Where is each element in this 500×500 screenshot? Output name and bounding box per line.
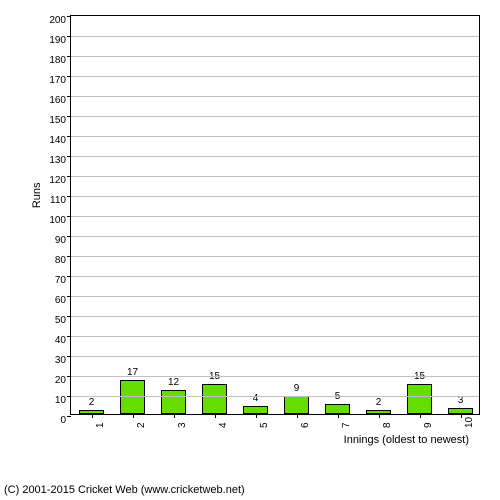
ytick-mark xyxy=(67,236,71,237)
gridline xyxy=(71,176,479,177)
copyright-text: (C) 2001-2015 Cricket Web (www.cricketwe… xyxy=(4,484,245,496)
xtick-label: 3 xyxy=(177,422,188,428)
gridline xyxy=(71,376,479,377)
gridline xyxy=(71,396,479,397)
xtick-label: 7 xyxy=(341,422,352,428)
ytick-label: 140 xyxy=(36,136,66,146)
ytick-mark xyxy=(67,256,71,257)
ytick-mark xyxy=(67,336,71,337)
gridline xyxy=(71,116,479,117)
xtick-mark xyxy=(215,414,216,418)
gridline xyxy=(71,56,479,57)
ytick-mark xyxy=(67,76,71,77)
xtick-mark xyxy=(297,414,298,418)
gridline xyxy=(71,256,479,257)
bar xyxy=(284,396,309,414)
ytick-mark xyxy=(67,276,71,277)
ytick-mark xyxy=(67,16,71,17)
gridline xyxy=(71,196,479,197)
xtick-mark xyxy=(92,414,93,418)
ytick-label: 70 xyxy=(36,276,66,286)
ytick-mark xyxy=(67,296,71,297)
ytick-label: 130 xyxy=(36,156,66,166)
ytick-label: 160 xyxy=(36,96,66,106)
ytick-label: 200 xyxy=(36,16,66,26)
xtick-mark xyxy=(420,414,421,418)
ytick-mark xyxy=(67,156,71,157)
ytick-label: 30 xyxy=(36,356,66,366)
ytick-mark xyxy=(67,176,71,177)
gridline xyxy=(71,336,479,337)
ytick-label: 10 xyxy=(36,396,66,406)
ytick-mark xyxy=(67,36,71,37)
xtick-label: 5 xyxy=(259,422,270,428)
ytick-label: 40 xyxy=(36,336,66,346)
bar-value-label: 9 xyxy=(282,383,312,394)
ytick-label: 120 xyxy=(36,176,66,186)
ytick-mark xyxy=(67,136,71,137)
ytick-mark xyxy=(67,396,71,397)
gridline xyxy=(71,36,479,37)
xtick-mark xyxy=(256,414,257,418)
ytick-mark xyxy=(67,416,71,417)
ytick-label: 60 xyxy=(36,296,66,306)
gridline xyxy=(71,156,479,157)
gridline xyxy=(71,236,479,237)
ytick-mark xyxy=(67,216,71,217)
xtick-mark xyxy=(379,414,380,418)
ytick-label: 80 xyxy=(36,256,66,266)
bar-value-label: 2 xyxy=(77,397,107,408)
bar xyxy=(325,404,350,414)
gridline xyxy=(71,76,479,77)
xtick-label: 1 xyxy=(95,422,106,428)
ytick-mark xyxy=(67,356,71,357)
bar xyxy=(161,390,186,414)
bar xyxy=(407,384,432,414)
xtick-mark xyxy=(461,414,462,418)
chart-container: Runs Innings (oldest to newest) 21712154… xyxy=(40,10,490,450)
xtick-label: 10 xyxy=(464,417,475,428)
ytick-label: 150 xyxy=(36,116,66,126)
ytick-label: 100 xyxy=(36,216,66,226)
xtick-label: 9 xyxy=(423,422,434,428)
bar-value-label: 4 xyxy=(241,393,271,404)
bar xyxy=(120,380,145,414)
ytick-label: 190 xyxy=(36,36,66,46)
ytick-mark xyxy=(67,316,71,317)
ytick-mark xyxy=(67,196,71,197)
ytick-mark xyxy=(67,56,71,57)
xtick-mark xyxy=(133,414,134,418)
xtick-mark xyxy=(338,414,339,418)
gridline xyxy=(71,316,479,317)
gridline xyxy=(71,96,479,97)
gridline xyxy=(71,216,479,217)
xtick-label: 6 xyxy=(300,422,311,428)
ytick-label: 90 xyxy=(36,236,66,246)
bar xyxy=(202,384,227,414)
xtick-mark xyxy=(174,414,175,418)
xtick-label: 4 xyxy=(218,422,229,428)
ytick-label: 20 xyxy=(36,376,66,386)
gridline xyxy=(71,276,479,277)
xtick-label: 8 xyxy=(382,422,393,428)
gridline xyxy=(71,356,479,357)
ytick-label: 170 xyxy=(36,76,66,86)
bar-value-label: 2 xyxy=(364,397,394,408)
bar-value-label: 12 xyxy=(159,377,189,388)
bar xyxy=(243,406,268,414)
ytick-label: 50 xyxy=(36,316,66,326)
ytick-mark xyxy=(67,96,71,97)
ytick-mark xyxy=(67,376,71,377)
ytick-mark xyxy=(67,116,71,117)
ytick-label: 0 xyxy=(36,416,66,426)
xtick-label: 2 xyxy=(136,422,147,428)
ytick-label: 110 xyxy=(36,196,66,206)
gridline xyxy=(71,296,479,297)
plot-area: Runs Innings (oldest to newest) 21712154… xyxy=(70,15,480,415)
gridline xyxy=(71,136,479,137)
ytick-label: 180 xyxy=(36,56,66,66)
x-axis-label: Innings (oldest to newest) xyxy=(344,434,469,446)
